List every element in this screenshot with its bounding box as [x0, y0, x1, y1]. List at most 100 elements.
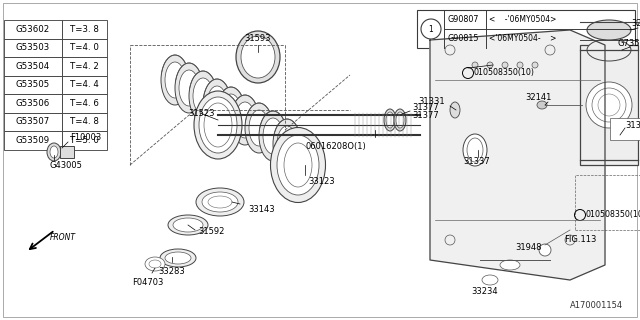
Text: 31377: 31377	[412, 102, 439, 111]
Text: 32141: 32141	[525, 93, 552, 102]
Ellipse shape	[537, 101, 547, 109]
Ellipse shape	[472, 62, 478, 68]
Text: 010508350(10): 010508350(10)	[474, 68, 535, 77]
Bar	[60, 146, 74, 158]
Text: F10003: F10003	[70, 133, 101, 142]
Ellipse shape	[236, 31, 280, 83]
Ellipse shape	[208, 196, 232, 208]
Text: 33123: 33123	[308, 178, 335, 187]
Ellipse shape	[277, 126, 297, 162]
Ellipse shape	[199, 97, 237, 153]
Text: T=4. 8: T=4. 8	[70, 117, 99, 126]
Ellipse shape	[463, 134, 487, 166]
Ellipse shape	[450, 102, 460, 118]
Text: <'06MY0504-    >: <'06MY0504- >	[489, 34, 556, 43]
Text: T=3. 8: T=3. 8	[70, 25, 99, 34]
Ellipse shape	[207, 86, 227, 122]
Bar	[4, 38, 62, 57]
Bar	[4, 131, 62, 149]
Bar	[62, 57, 107, 76]
Bar	[4, 94, 62, 113]
Text: 1: 1	[429, 25, 433, 34]
Bar	[417, 10, 635, 48]
Text: 06016208O(1): 06016208O(1)	[306, 142, 366, 151]
Ellipse shape	[196, 188, 244, 216]
Ellipse shape	[173, 218, 203, 232]
Text: 33283: 33283	[159, 267, 186, 276]
Ellipse shape	[189, 71, 217, 121]
Ellipse shape	[241, 36, 275, 78]
Text: G53504: G53504	[16, 62, 50, 71]
Ellipse shape	[386, 112, 394, 128]
Ellipse shape	[598, 94, 620, 116]
Text: T=4. 2: T=4. 2	[70, 62, 99, 71]
Text: 32135: 32135	[631, 20, 640, 28]
Bar	[62, 94, 107, 113]
Text: 31331: 31331	[419, 98, 445, 107]
Ellipse shape	[263, 118, 283, 154]
Ellipse shape	[161, 55, 189, 105]
Text: 31377: 31377	[412, 110, 439, 119]
Ellipse shape	[487, 62, 493, 68]
Ellipse shape	[221, 94, 241, 130]
Ellipse shape	[394, 109, 406, 131]
Text: FRONT: FRONT	[50, 234, 76, 243]
Bar	[62, 113, 107, 131]
Text: G90807: G90807	[447, 15, 479, 24]
Ellipse shape	[231, 95, 259, 145]
Text: T=4. 6: T=4. 6	[70, 99, 99, 108]
Ellipse shape	[467, 138, 483, 162]
Text: <    -'06MY0504>: < -'06MY0504>	[489, 15, 556, 24]
Ellipse shape	[500, 260, 520, 270]
Text: G73521: G73521	[618, 39, 640, 49]
Bar	[610, 118, 640, 140]
Ellipse shape	[149, 260, 161, 268]
Ellipse shape	[204, 103, 232, 147]
Text: G53503: G53503	[16, 43, 50, 52]
Ellipse shape	[217, 87, 245, 137]
Ellipse shape	[284, 143, 312, 187]
Bar	[62, 131, 107, 149]
Ellipse shape	[160, 249, 196, 267]
Text: G90815: G90815	[447, 34, 479, 43]
Text: G53507: G53507	[16, 117, 50, 126]
Text: FIG.113: FIG.113	[564, 236, 596, 244]
Text: G43005: G43005	[50, 162, 83, 171]
Ellipse shape	[539, 244, 551, 256]
Ellipse shape	[202, 192, 238, 212]
Ellipse shape	[259, 111, 287, 161]
Text: T=5. 0: T=5. 0	[70, 136, 99, 145]
Text: 010508350(10): 010508350(10)	[586, 211, 640, 220]
Ellipse shape	[145, 257, 165, 271]
Ellipse shape	[165, 252, 191, 264]
Text: 31337: 31337	[463, 157, 490, 166]
Ellipse shape	[175, 63, 203, 113]
Ellipse shape	[396, 112, 404, 128]
Ellipse shape	[168, 215, 208, 235]
Text: 31523: 31523	[189, 108, 215, 117]
Text: 33143: 33143	[248, 205, 275, 214]
Text: F04703: F04703	[132, 278, 164, 287]
Bar	[580, 45, 638, 165]
Text: 31948: 31948	[515, 243, 541, 252]
Bar	[62, 38, 107, 57]
Ellipse shape	[532, 62, 538, 68]
Bar	[62, 20, 107, 38]
Ellipse shape	[586, 82, 632, 128]
Bar	[4, 20, 62, 38]
Ellipse shape	[50, 146, 58, 158]
Ellipse shape	[194, 91, 242, 159]
Ellipse shape	[165, 62, 185, 98]
Ellipse shape	[245, 103, 273, 153]
Ellipse shape	[592, 88, 626, 122]
Bar	[62, 76, 107, 94]
Ellipse shape	[587, 39, 631, 61]
Ellipse shape	[482, 275, 498, 285]
Text: 33234: 33234	[472, 287, 499, 297]
Text: A170001154: A170001154	[570, 301, 623, 310]
Ellipse shape	[273, 119, 301, 169]
Ellipse shape	[235, 102, 255, 138]
Ellipse shape	[277, 135, 319, 195]
Text: G53602: G53602	[16, 25, 50, 34]
Bar	[4, 57, 62, 76]
